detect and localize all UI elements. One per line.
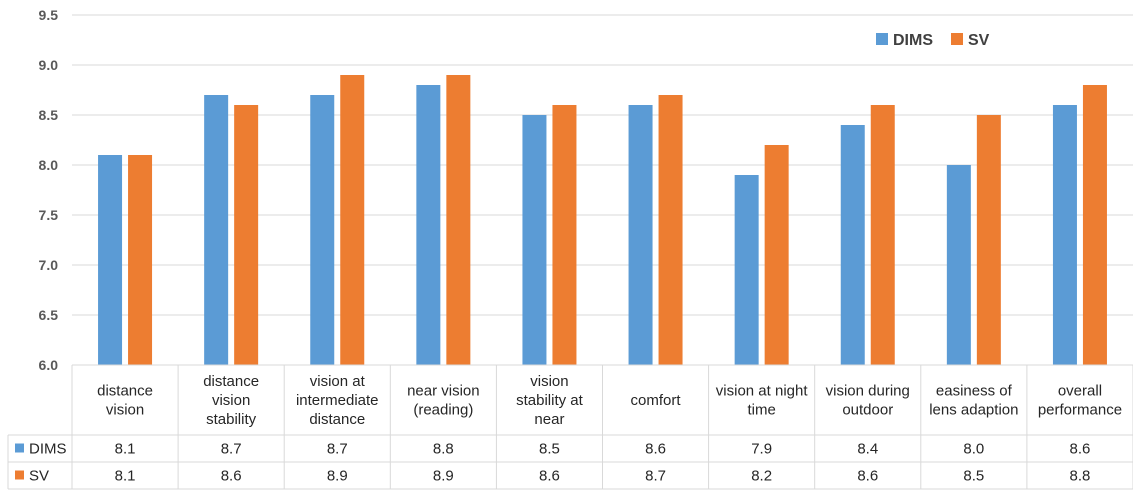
- legend-label-sv: SV: [968, 32, 990, 49]
- data-cell: 8.1: [115, 468, 136, 485]
- category-label: near: [534, 411, 564, 428]
- y-tick-label: 7.0: [39, 257, 59, 273]
- category-label: outdoor: [842, 402, 893, 419]
- category-label: stability at: [516, 392, 584, 409]
- bar-sv: [128, 155, 153, 365]
- category-label: vision at: [310, 373, 366, 390]
- category-label: distance: [97, 383, 153, 400]
- bar-sv: [870, 105, 895, 365]
- data-cell: 8.1: [115, 441, 136, 458]
- category-label: overall: [1058, 383, 1102, 400]
- bar-dims: [98, 155, 123, 365]
- bar-dims: [734, 175, 759, 365]
- data-cell: 8.6: [539, 468, 560, 485]
- data-cell: 8.8: [1070, 468, 1091, 485]
- y-tick-label: 7.5: [39, 207, 59, 223]
- bar-sv: [1082, 85, 1107, 365]
- bar-sv: [446, 75, 471, 365]
- bar-dims: [522, 115, 547, 365]
- legend-key-dims: [15, 443, 24, 453]
- bar-sv: [552, 105, 577, 365]
- data-cell: 8.7: [327, 441, 348, 458]
- data-cell: 8.5: [539, 441, 560, 458]
- data-cell: 8.6: [221, 468, 242, 485]
- data-cell: 8.6: [645, 441, 666, 458]
- legend-swatch-sv: [951, 33, 963, 45]
- data-cell: 8.8: [433, 441, 454, 458]
- bar-dims: [310, 95, 335, 365]
- bar-sv: [340, 75, 365, 365]
- y-tick-label: 8.5: [39, 107, 59, 123]
- category-label: stability: [206, 411, 257, 428]
- category-label: vision: [530, 373, 568, 390]
- category-label: distance: [203, 373, 259, 390]
- legend-key-sv: [15, 470, 24, 480]
- data-cell: 8.9: [327, 468, 348, 485]
- data-cell: 8.6: [1070, 441, 1091, 458]
- category-label: vision: [106, 402, 144, 419]
- data-cell: 8.0: [963, 441, 984, 458]
- data-cell: 8.9: [433, 468, 454, 485]
- category-label: vision during: [826, 383, 910, 400]
- data-cell: 8.7: [221, 441, 242, 458]
- category-label: distance: [309, 411, 365, 428]
- category-label: vision: [212, 392, 250, 409]
- data-cell: 8.5: [963, 468, 984, 485]
- category-label: time: [747, 402, 775, 419]
- category-label: easiness of: [936, 383, 1013, 400]
- bar-sv: [976, 115, 1001, 365]
- data-cell: 8.4: [857, 441, 878, 458]
- y-tick-label: 9.5: [39, 7, 59, 23]
- data-cell: 7.9: [751, 441, 772, 458]
- bar-dims: [840, 125, 865, 365]
- bar-dims: [946, 165, 971, 365]
- y-tick-label: 6.5: [39, 307, 59, 323]
- data-cell: 8.7: [645, 468, 666, 485]
- bar-sv: [764, 145, 789, 365]
- bar-dims: [628, 105, 653, 365]
- legend-swatch-dims: [876, 33, 888, 45]
- data-cell: 8.2: [751, 468, 772, 485]
- bar-dims: [1052, 105, 1077, 365]
- bar-dims: [416, 85, 441, 365]
- bar-sv: [658, 95, 683, 365]
- bar-dims: [204, 95, 229, 365]
- y-tick-label: 9.0: [39, 57, 59, 73]
- category-label: near vision: [407, 383, 480, 400]
- data-cell: 8.6: [857, 468, 878, 485]
- legend-label-dims: DIMS: [893, 32, 933, 49]
- category-label: (reading): [413, 402, 473, 419]
- category-label: comfort: [631, 392, 682, 409]
- bar-sv: [234, 105, 259, 365]
- category-label: intermediate: [296, 392, 379, 409]
- row-header-sv: SV: [29, 468, 49, 485]
- y-tick-label: 8.0: [39, 157, 59, 173]
- category-label: performance: [1038, 402, 1122, 419]
- category-label: vision at night: [716, 383, 809, 400]
- category-label: lens adaption: [929, 402, 1018, 419]
- y-tick-label: 6.0: [39, 357, 59, 373]
- row-header-dims: DIMS: [29, 441, 67, 458]
